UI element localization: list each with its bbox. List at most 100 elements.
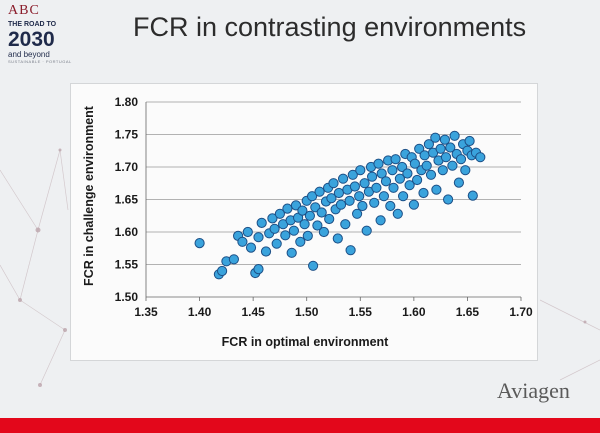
- data-point: [404, 180, 415, 191]
- aviagen-logo: Aviagen: [497, 378, 570, 403]
- data-point: [397, 161, 408, 173]
- data-point: [354, 191, 365, 202]
- data-point: [412, 174, 423, 186]
- data-point: [387, 165, 398, 176]
- data-point: [380, 176, 392, 187]
- data-point: [359, 178, 370, 189]
- y-tick-label: 1.50: [115, 290, 139, 304]
- x-tick-label: 1.35: [134, 305, 158, 319]
- data-point: [328, 178, 339, 189]
- data-point: [299, 219, 310, 230]
- data-point: [304, 210, 315, 221]
- x-tick-label: 1.40: [188, 305, 212, 319]
- x-tick-label: 1.60: [402, 305, 426, 319]
- slide-title: FCR in contrasting environments: [133, 12, 527, 42]
- data-point: [369, 197, 380, 208]
- data-point: [394, 173, 405, 184]
- data-point: [408, 199, 419, 210]
- data-point: [333, 187, 344, 199]
- data-point: [453, 177, 464, 188]
- data-point: [344, 195, 355, 206]
- data-point: [435, 143, 446, 154]
- chart-frame: 1.50 1.55 1.60 1.65 1.70 1.75 1.80 1.35 1.40 1.4…: [70, 83, 538, 361]
- data-point: [419, 150, 430, 161]
- data-point: [388, 182, 399, 193]
- x-tick-label: 1.65: [456, 305, 480, 319]
- data-point: [431, 184, 442, 195]
- data-point: [418, 187, 429, 199]
- data-point: [318, 226, 329, 238]
- x-tick-label: 1.70: [509, 305, 533, 319]
- y-tick-label: 1.65: [115, 193, 139, 207]
- data-point: [402, 168, 413, 179]
- data-point: [373, 158, 384, 169]
- data-points: [194, 130, 486, 280]
- data-point: [392, 208, 403, 219]
- logo-sub-text: SUSTAINABLE · PORTUGAL: [8, 59, 72, 64]
- data-point: [414, 143, 425, 154]
- data-point: [326, 193, 337, 204]
- y-tick-label: 1.55: [115, 258, 139, 272]
- data-point: [371, 182, 382, 193]
- logo-abc-text: ABC: [8, 3, 40, 18]
- data-point: [345, 245, 356, 256]
- data-point: [443, 194, 454, 205]
- data-point: [228, 254, 239, 265]
- data-point: [307, 191, 318, 202]
- data-point: [260, 246, 272, 257]
- data-point: [194, 238, 205, 249]
- abc-conference-logo: ABC THE ROAD TO 2030 and beyond SUSTAINA…: [8, 3, 74, 65]
- data-point: [274, 208, 285, 219]
- data-point: [398, 191, 409, 202]
- data-point: [375, 215, 386, 226]
- y-tick-label: 1.75: [115, 128, 139, 142]
- data-point: [237, 236, 248, 247]
- axes: [145, 102, 522, 301]
- data-point: [332, 233, 343, 244]
- data-point: [423, 139, 434, 150]
- data-point: [335, 199, 347, 210]
- x-tick-labels: 1.35 1.40 1.45 1.50 1.55 1.60 1.65 1.70: [134, 305, 533, 319]
- data-point: [437, 165, 448, 176]
- data-point: [475, 152, 486, 163]
- data-point: [460, 165, 471, 176]
- data-point: [449, 130, 460, 141]
- data-point: [308, 260, 319, 271]
- data-point: [447, 160, 458, 171]
- data-point: [256, 217, 267, 228]
- data-point: [269, 223, 280, 234]
- data-point: [242, 226, 253, 238]
- scatter-chart: 1.50 1.55 1.60 1.65 1.70 1.75 1.80 1.35 1.40 1.4…: [82, 95, 533, 349]
- data-point: [245, 242, 257, 253]
- data-point: [425, 169, 437, 180]
- y-axis-label: FCR in challenge environment: [82, 105, 96, 286]
- data-point: [297, 205, 308, 216]
- x-axis-label: FCR in optimal environment: [222, 335, 390, 349]
- data-point: [288, 225, 299, 236]
- data-point: [361, 225, 372, 236]
- data-point: [280, 230, 291, 241]
- data-point: [340, 219, 351, 230]
- data-point: [295, 236, 306, 247]
- y-tick-labels: 1.50 1.55 1.60 1.65 1.70 1.75 1.80: [115, 95, 139, 304]
- logo-road-text: THE ROAD TO: [8, 21, 57, 28]
- data-point: [376, 168, 387, 179]
- data-point: [430, 132, 441, 143]
- data-point: [314, 186, 325, 197]
- logo-beyond-text: and beyond: [8, 50, 50, 59]
- data-point: [357, 200, 368, 212]
- data-point: [347, 169, 358, 180]
- data-point: [378, 191, 389, 202]
- data-point: [355, 165, 366, 176]
- data-point: [324, 213, 335, 225]
- data-point: [271, 238, 282, 249]
- data-point: [338, 173, 349, 184]
- data-point: [445, 142, 456, 153]
- data-point: [409, 158, 420, 169]
- data-point: [253, 232, 264, 243]
- data-point: [253, 264, 264, 275]
- bottom-accent-bar: [0, 418, 600, 433]
- x-tick-label: 1.55: [349, 305, 373, 319]
- x-tick-label: 1.45: [241, 305, 265, 319]
- data-point: [217, 265, 228, 277]
